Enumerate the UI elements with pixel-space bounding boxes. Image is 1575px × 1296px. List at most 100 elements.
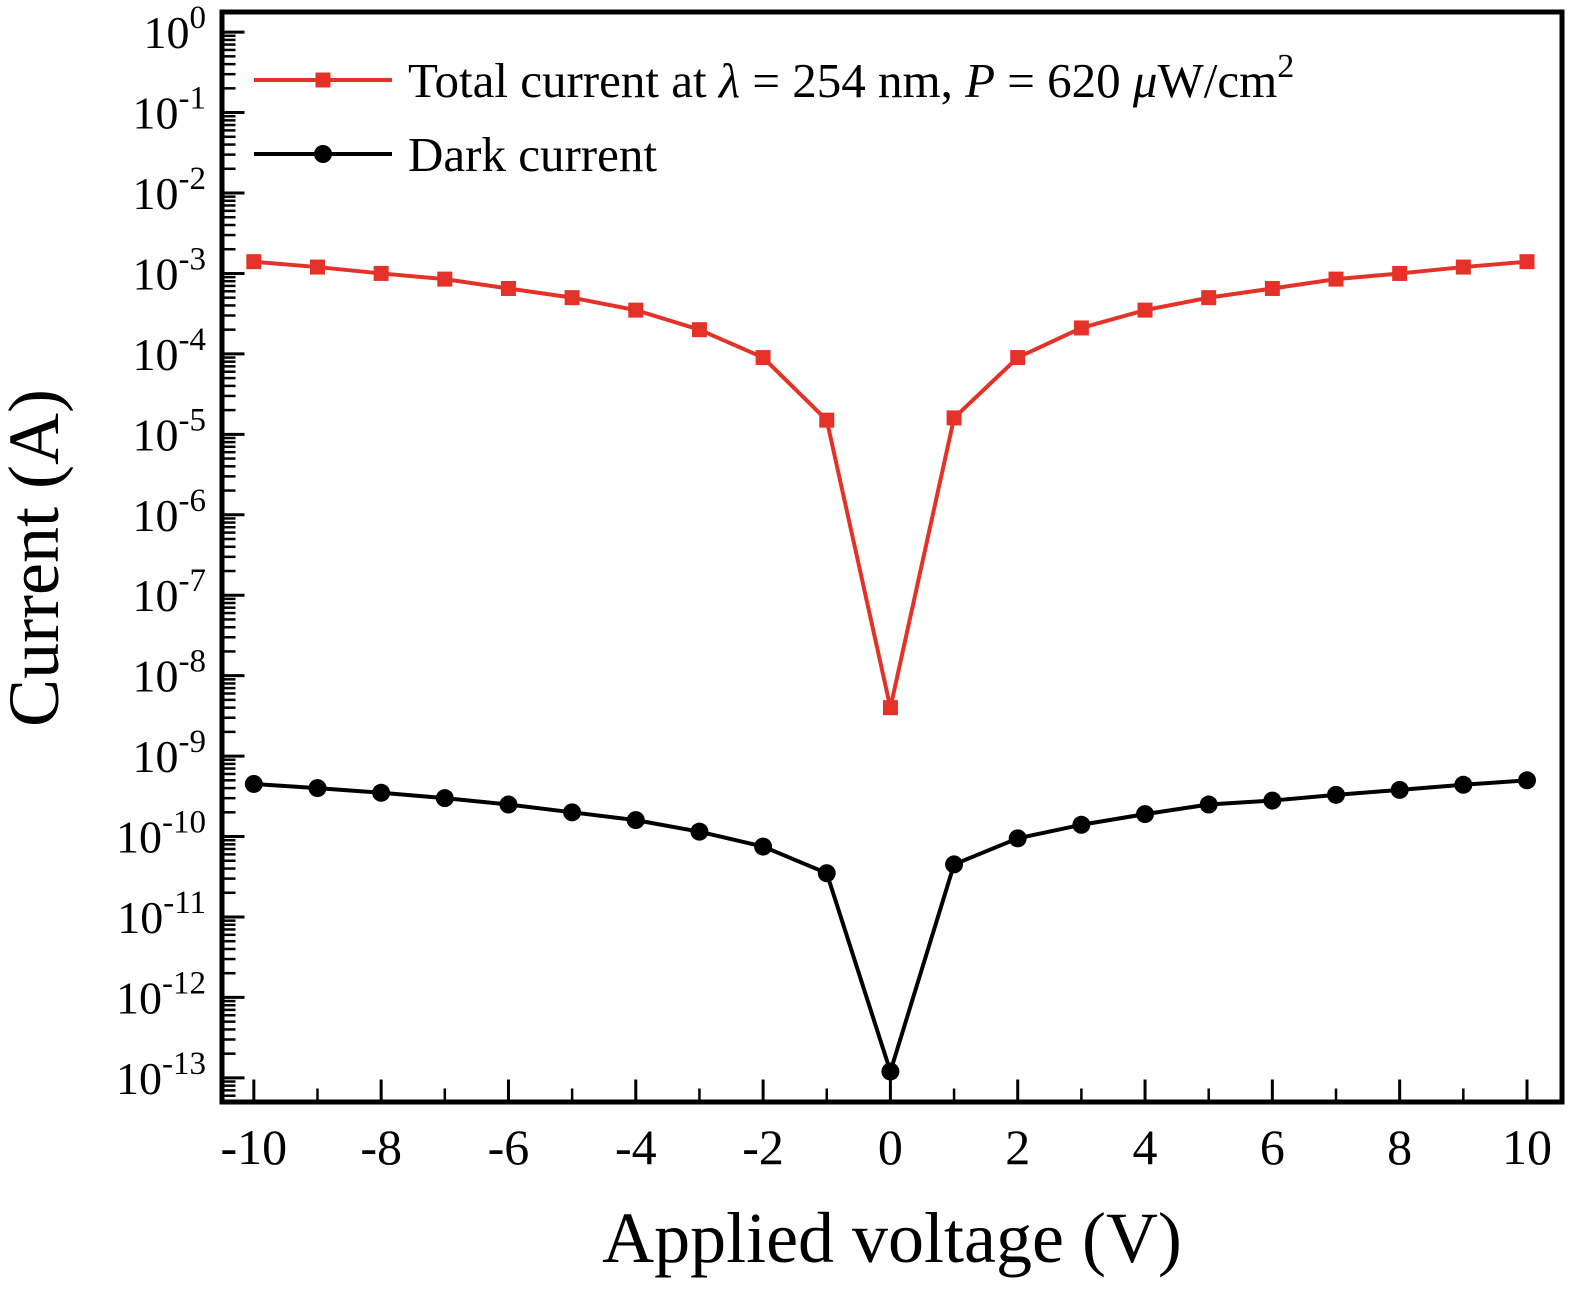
y-tick-exponent: -11: [163, 885, 206, 921]
data-point-marker: [437, 271, 453, 287]
y-tick-base: 10: [117, 892, 163, 943]
y-tick-exponent: -7: [179, 563, 207, 599]
data-point-marker: [246, 254, 262, 270]
y-tick-exponent: -4: [179, 322, 207, 358]
data-point-marker: [1201, 290, 1217, 306]
data-point-marker: [1199, 795, 1218, 814]
data-point-marker: [628, 302, 644, 318]
y-tick-base: 10: [116, 1053, 162, 1104]
legend-label-segment: = 620: [995, 53, 1133, 108]
data-point-marker: [1327, 785, 1346, 804]
y-tick-label: 10-12: [116, 965, 206, 1023]
x-tick-label: -6: [488, 1119, 530, 1175]
legend-label-segment: λ: [717, 53, 740, 108]
data-point-marker: [754, 837, 773, 856]
legend-label-segment: μ: [1132, 53, 1158, 108]
y-tick-base: 10: [133, 731, 179, 782]
x-axis-title: Applied voltage (V): [602, 1198, 1182, 1278]
y-tick-exponent: -8: [179, 644, 207, 680]
data-point-marker: [691, 322, 707, 338]
x-tick-label: 8: [1387, 1119, 1412, 1175]
data-point-marker: [499, 795, 518, 814]
legend-label-segment: P: [964, 53, 995, 108]
data-point-marker: [1137, 302, 1153, 318]
legend-label-segment: = 254 nm,: [740, 53, 965, 108]
y-tick-base: 10: [133, 490, 179, 541]
y-tick-base: 10: [133, 329, 179, 380]
x-tick-label: -8: [360, 1119, 402, 1175]
x-tick-label: -2: [742, 1119, 784, 1175]
data-point-marker: [1263, 791, 1282, 810]
plot-background: [222, 12, 1562, 1102]
data-point-marker: [372, 783, 391, 802]
data-point-marker: [308, 779, 327, 798]
data-point-marker: [882, 700, 898, 716]
legend-label-segment: W/cm: [1158, 53, 1278, 108]
y-tick-exponent: -9: [179, 724, 207, 760]
data-point-marker: [244, 774, 263, 793]
data-point-marker: [1517, 771, 1536, 790]
data-point-marker: [1136, 805, 1155, 824]
y-tick-label: 10-11: [117, 885, 206, 943]
data-point-marker: [1455, 259, 1471, 275]
plot-box: [219, 9, 1565, 1105]
data-point-marker: [1264, 280, 1280, 296]
x-tick-label: -10: [221, 1119, 288, 1175]
y-tick-base: 10: [133, 168, 179, 219]
x-tick-label: 6: [1260, 1119, 1285, 1175]
data-point-marker: [309, 259, 325, 275]
y-tick-label: 100: [144, 0, 207, 58]
x-tick-label: 2: [1005, 1119, 1030, 1175]
legend-marker: [315, 72, 331, 88]
plot-area: 10010-110-210-310-410-510-610-710-810-91…: [116, 0, 1565, 1175]
data-point-marker: [1072, 815, 1091, 834]
legend-marker: [314, 145, 332, 163]
data-point-marker: [1392, 265, 1408, 281]
legend-label-segment: 2: [1277, 48, 1294, 85]
data-point-marker: [564, 290, 580, 306]
y-tick-base: 10: [133, 651, 179, 702]
data-point-marker: [945, 855, 964, 874]
y-tick-exponent: -6: [179, 483, 207, 519]
x-tick-label: 4: [1133, 1119, 1158, 1175]
y-tick-exponent: 0: [190, 0, 207, 36]
y-tick-exponent: -3: [179, 241, 207, 277]
y-tick-label: 10-6: [133, 483, 207, 541]
y-axis-title: Current (A): [0, 389, 74, 727]
data-point-marker: [946, 410, 962, 426]
y-tick-label: 10-13: [116, 1046, 206, 1104]
x-tick-label: -4: [615, 1119, 657, 1175]
data-point-marker: [1073, 320, 1089, 336]
data-point-marker: [1328, 271, 1344, 287]
y-tick-label: 10-3: [133, 241, 207, 299]
y-tick-exponent: -13: [162, 1046, 206, 1082]
x-tick-label: 0: [878, 1119, 903, 1175]
y-tick-label: 10-4: [133, 322, 207, 380]
y-tick-label: 10-10: [116, 805, 206, 863]
data-point-marker: [1008, 829, 1027, 848]
x-tick-label: 10: [1502, 1119, 1552, 1175]
data-point-marker: [500, 280, 516, 296]
y-tick-exponent: -2: [179, 161, 207, 197]
y-tick-exponent: -10: [162, 805, 206, 841]
y-tick-label: 10-1: [133, 81, 207, 139]
data-point-marker: [1519, 254, 1535, 270]
y-tick-base: 10: [144, 7, 190, 58]
data-point-marker: [755, 350, 771, 366]
legend-label-segment: Dark current: [408, 127, 657, 182]
data-point-marker: [690, 822, 709, 841]
y-tick-base: 10: [116, 812, 162, 863]
y-tick-label: 10-5: [133, 402, 207, 460]
legend-label-segment: Total current at: [408, 53, 719, 108]
y-tick-exponent: -12: [162, 965, 206, 1001]
legend-label: Dark current: [408, 127, 657, 182]
data-point-marker: [626, 811, 645, 830]
data-point-marker: [563, 803, 582, 822]
data-point-marker: [817, 864, 836, 883]
y-tick-label: 10-8: [133, 644, 207, 702]
y-tick-base: 10: [133, 248, 179, 299]
y-tick-exponent: -1: [179, 81, 207, 117]
y-tick-base: 10: [133, 570, 179, 621]
